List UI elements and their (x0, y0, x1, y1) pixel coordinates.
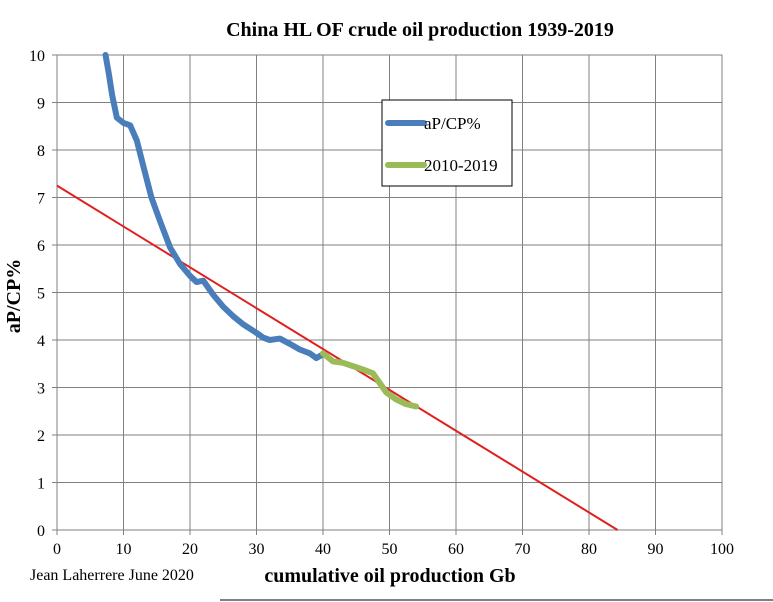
y-tick-labels: 0 1 2 3 4 5 6 7 8 9 10 (29, 48, 57, 540)
y-tick-label-5: 5 (37, 286, 45, 303)
x-tick-label-8: 80 (581, 541, 597, 558)
x-tick-label-6: 60 (448, 541, 464, 558)
x-tick-label-7: 70 (515, 541, 531, 558)
legend-label-2010-2019: 2010-2019 (424, 156, 498, 175)
series-layer (102, 52, 420, 410)
legend-label-ap-cp: aP/CP% (424, 114, 481, 133)
y-tick-label-3: 3 (37, 381, 45, 398)
y-tick-label-8: 8 (37, 143, 45, 160)
x-tick-label-3: 30 (249, 541, 265, 558)
credit-text: Jean Laherrere June 2020 (30, 567, 194, 584)
x-axis-label: cumulative oil production Gb (264, 565, 515, 587)
x-tick-label-10: 100 (710, 541, 734, 558)
x-tick-label-9: 90 (648, 541, 664, 558)
x-tick-labels: 0 10 20 30 40 50 60 70 80 90 100 (53, 530, 734, 558)
y-tick-label-9: 9 (37, 96, 45, 113)
y-tick-label-6: 6 (37, 238, 45, 255)
y-tick-label-7: 7 (37, 191, 45, 208)
x-tick-label-4: 40 (315, 541, 331, 558)
x-tick-label-0: 0 (53, 541, 61, 558)
series-line-0 (102, 52, 326, 362)
y-tick-label-1: 1 (37, 476, 45, 493)
trendline-layer (56, 184, 619, 531)
y-tick-label-4: 4 (37, 333, 45, 350)
chart-title: China HL OF crude oil production 1939-20… (226, 19, 614, 41)
trendline (56, 184, 619, 531)
y-tick-label-2: 2 (37, 428, 45, 445)
x-tick-label-5: 50 (382, 541, 398, 558)
y-tick-label-0: 0 (37, 523, 45, 540)
series-line-1 (320, 350, 420, 410)
x-tick-label-1: 10 (116, 541, 132, 558)
y-tick-label-10: 10 (29, 48, 45, 65)
x-tick-label-2: 20 (182, 541, 198, 558)
legend-box (381, 99, 513, 187)
legend: aP/CP% 2010-2019 (381, 99, 513, 187)
y-axis-label: aP/CP% (3, 259, 25, 333)
